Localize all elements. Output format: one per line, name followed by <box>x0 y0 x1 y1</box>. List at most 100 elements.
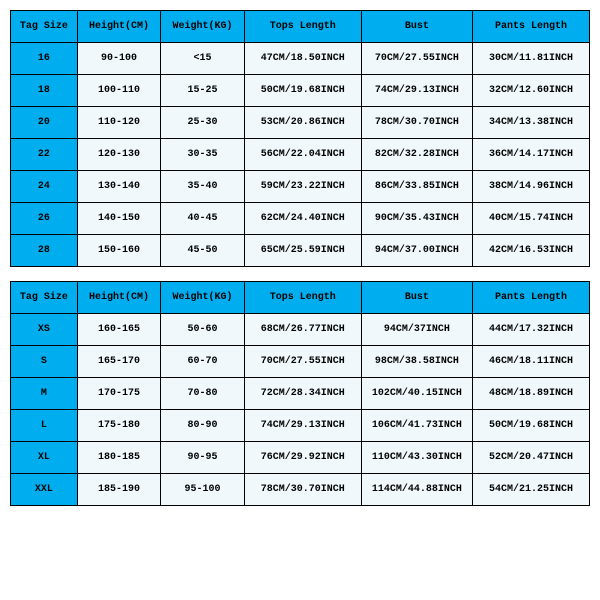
data-cell: 65CM/25.59INCH <box>244 235 361 267</box>
data-cell: 160-165 <box>77 314 161 346</box>
data-cell: 25-30 <box>161 107 245 139</box>
data-cell: 82CM/32.28INCH <box>361 139 472 171</box>
header-row: Tag Size Height(CM) Weight(KG) Tops Leng… <box>11 282 590 314</box>
data-cell: 68CM/26.77INCH <box>244 314 361 346</box>
data-cell: 48CM/18.89INCH <box>473 378 590 410</box>
table-row: 1690-100<1547CM/18.50INCH70CM/27.55INCH3… <box>11 43 590 75</box>
data-cell: 53CM/20.86INCH <box>244 107 361 139</box>
data-cell: 180-185 <box>77 442 161 474</box>
data-cell: 98CM/38.58INCH <box>361 346 472 378</box>
data-cell: 110-120 <box>77 107 161 139</box>
data-cell: 40CM/15.74INCH <box>473 203 590 235</box>
data-cell: 110CM/43.30INCH <box>361 442 472 474</box>
data-cell: 100-110 <box>77 75 161 107</box>
data-cell: 72CM/28.34INCH <box>244 378 361 410</box>
table-row: 26140-15040-4562CM/24.40INCH90CM/35.43IN… <box>11 203 590 235</box>
data-cell: 35-40 <box>161 171 245 203</box>
data-cell: 95-100 <box>161 474 245 506</box>
data-cell: 50CM/19.68INCH <box>244 75 361 107</box>
data-cell: 90CM/35.43INCH <box>361 203 472 235</box>
tag-cell: XS <box>11 314 78 346</box>
tag-cell: 20 <box>11 107 78 139</box>
col-height: Height(CM) <box>77 11 161 43</box>
data-cell: 94CM/37INCH <box>361 314 472 346</box>
table-row: XS160-16550-6068CM/26.77INCH94CM/37INCH4… <box>11 314 590 346</box>
col-tag-size: Tag Size <box>11 11 78 43</box>
size-table-adults: Tag Size Height(CM) Weight(KG) Tops Leng… <box>10 281 590 506</box>
table-row: 18100-11015-2550CM/19.68INCH74CM/29.13IN… <box>11 75 590 107</box>
table-row: 20110-12025-3053CM/20.86INCH78CM/30.70IN… <box>11 107 590 139</box>
data-cell: 54CM/21.25INCH <box>473 474 590 506</box>
data-cell: 90-95 <box>161 442 245 474</box>
tag-cell: M <box>11 378 78 410</box>
table-row: XL180-18590-9576CM/29.92INCH110CM/43.30I… <box>11 442 590 474</box>
tag-cell: XXL <box>11 474 78 506</box>
table-row: 24130-14035-4059CM/23.22INCH86CM/33.85IN… <box>11 171 590 203</box>
size-table-kids: Tag Size Height(CM) Weight(KG) Tops Leng… <box>10 10 590 267</box>
data-cell: 59CM/23.22INCH <box>244 171 361 203</box>
header-row: Tag Size Height(CM) Weight(KG) Tops Leng… <box>11 11 590 43</box>
tag-cell: 28 <box>11 235 78 267</box>
col-tops-length: Tops Length <box>244 11 361 43</box>
table-row: S165-17060-7070CM/27.55INCH98CM/38.58INC… <box>11 346 590 378</box>
data-cell: 140-150 <box>77 203 161 235</box>
data-cell: 185-190 <box>77 474 161 506</box>
table-row: M170-17570-8072CM/28.34INCH102CM/40.15IN… <box>11 378 590 410</box>
col-height: Height(CM) <box>77 282 161 314</box>
data-cell: 114CM/44.88INCH <box>361 474 472 506</box>
data-cell: 78CM/30.70INCH <box>361 107 472 139</box>
tag-cell: XL <box>11 442 78 474</box>
data-cell: 175-180 <box>77 410 161 442</box>
table-row: XXL185-19095-10078CM/30.70INCH114CM/44.8… <box>11 474 590 506</box>
data-cell: 74CM/29.13INCH <box>244 410 361 442</box>
data-cell: 120-130 <box>77 139 161 171</box>
data-cell: 170-175 <box>77 378 161 410</box>
data-cell: 40-45 <box>161 203 245 235</box>
col-bust: Bust <box>361 11 472 43</box>
data-cell: 90-100 <box>77 43 161 75</box>
data-cell: 102CM/40.15INCH <box>361 378 472 410</box>
data-cell: 130-140 <box>77 171 161 203</box>
data-cell: 30CM/11.81INCH <box>473 43 590 75</box>
data-cell: 150-160 <box>77 235 161 267</box>
tag-cell: 24 <box>11 171 78 203</box>
data-cell: 74CM/29.13INCH <box>361 75 472 107</box>
data-cell: 78CM/30.70INCH <box>244 474 361 506</box>
data-cell: 70CM/27.55INCH <box>244 346 361 378</box>
data-cell: 52CM/20.47INCH <box>473 442 590 474</box>
col-tag-size: Tag Size <box>11 282 78 314</box>
table-gap <box>10 267 590 281</box>
data-cell: 94CM/37.00INCH <box>361 235 472 267</box>
tag-cell: 16 <box>11 43 78 75</box>
table-row: 28150-16045-5065CM/25.59INCH94CM/37.00IN… <box>11 235 590 267</box>
data-cell: 34CM/13.38INCH <box>473 107 590 139</box>
data-cell: 70-80 <box>161 378 245 410</box>
adults-body: XS160-16550-6068CM/26.77INCH94CM/37INCH4… <box>11 314 590 506</box>
data-cell: 42CM/16.53INCH <box>473 235 590 267</box>
data-cell: 47CM/18.50INCH <box>244 43 361 75</box>
col-pants-length: Pants Length <box>473 11 590 43</box>
data-cell: 15-25 <box>161 75 245 107</box>
tag-cell: 22 <box>11 139 78 171</box>
table-row: L175-18080-9074CM/29.13INCH106CM/41.73IN… <box>11 410 590 442</box>
data-cell: 50CM/19.68INCH <box>473 410 590 442</box>
data-cell: 60-70 <box>161 346 245 378</box>
data-cell: 45-50 <box>161 235 245 267</box>
tag-cell: 26 <box>11 203 78 235</box>
tag-cell: S <box>11 346 78 378</box>
data-cell: 56CM/22.04INCH <box>244 139 361 171</box>
data-cell: 36CM/14.17INCH <box>473 139 590 171</box>
data-cell: 32CM/12.60INCH <box>473 75 590 107</box>
data-cell: 165-170 <box>77 346 161 378</box>
data-cell: 62CM/24.40INCH <box>244 203 361 235</box>
data-cell: 30-35 <box>161 139 245 171</box>
col-tops-length: Tops Length <box>244 282 361 314</box>
col-pants-length: Pants Length <box>473 282 590 314</box>
data-cell: 38CM/14.96INCH <box>473 171 590 203</box>
col-weight: Weight(KG) <box>161 11 245 43</box>
kids-body: 1690-100<1547CM/18.50INCH70CM/27.55INCH3… <box>11 43 590 267</box>
data-cell: 76CM/29.92INCH <box>244 442 361 474</box>
tag-cell: L <box>11 410 78 442</box>
data-cell: 80-90 <box>161 410 245 442</box>
data-cell: 50-60 <box>161 314 245 346</box>
